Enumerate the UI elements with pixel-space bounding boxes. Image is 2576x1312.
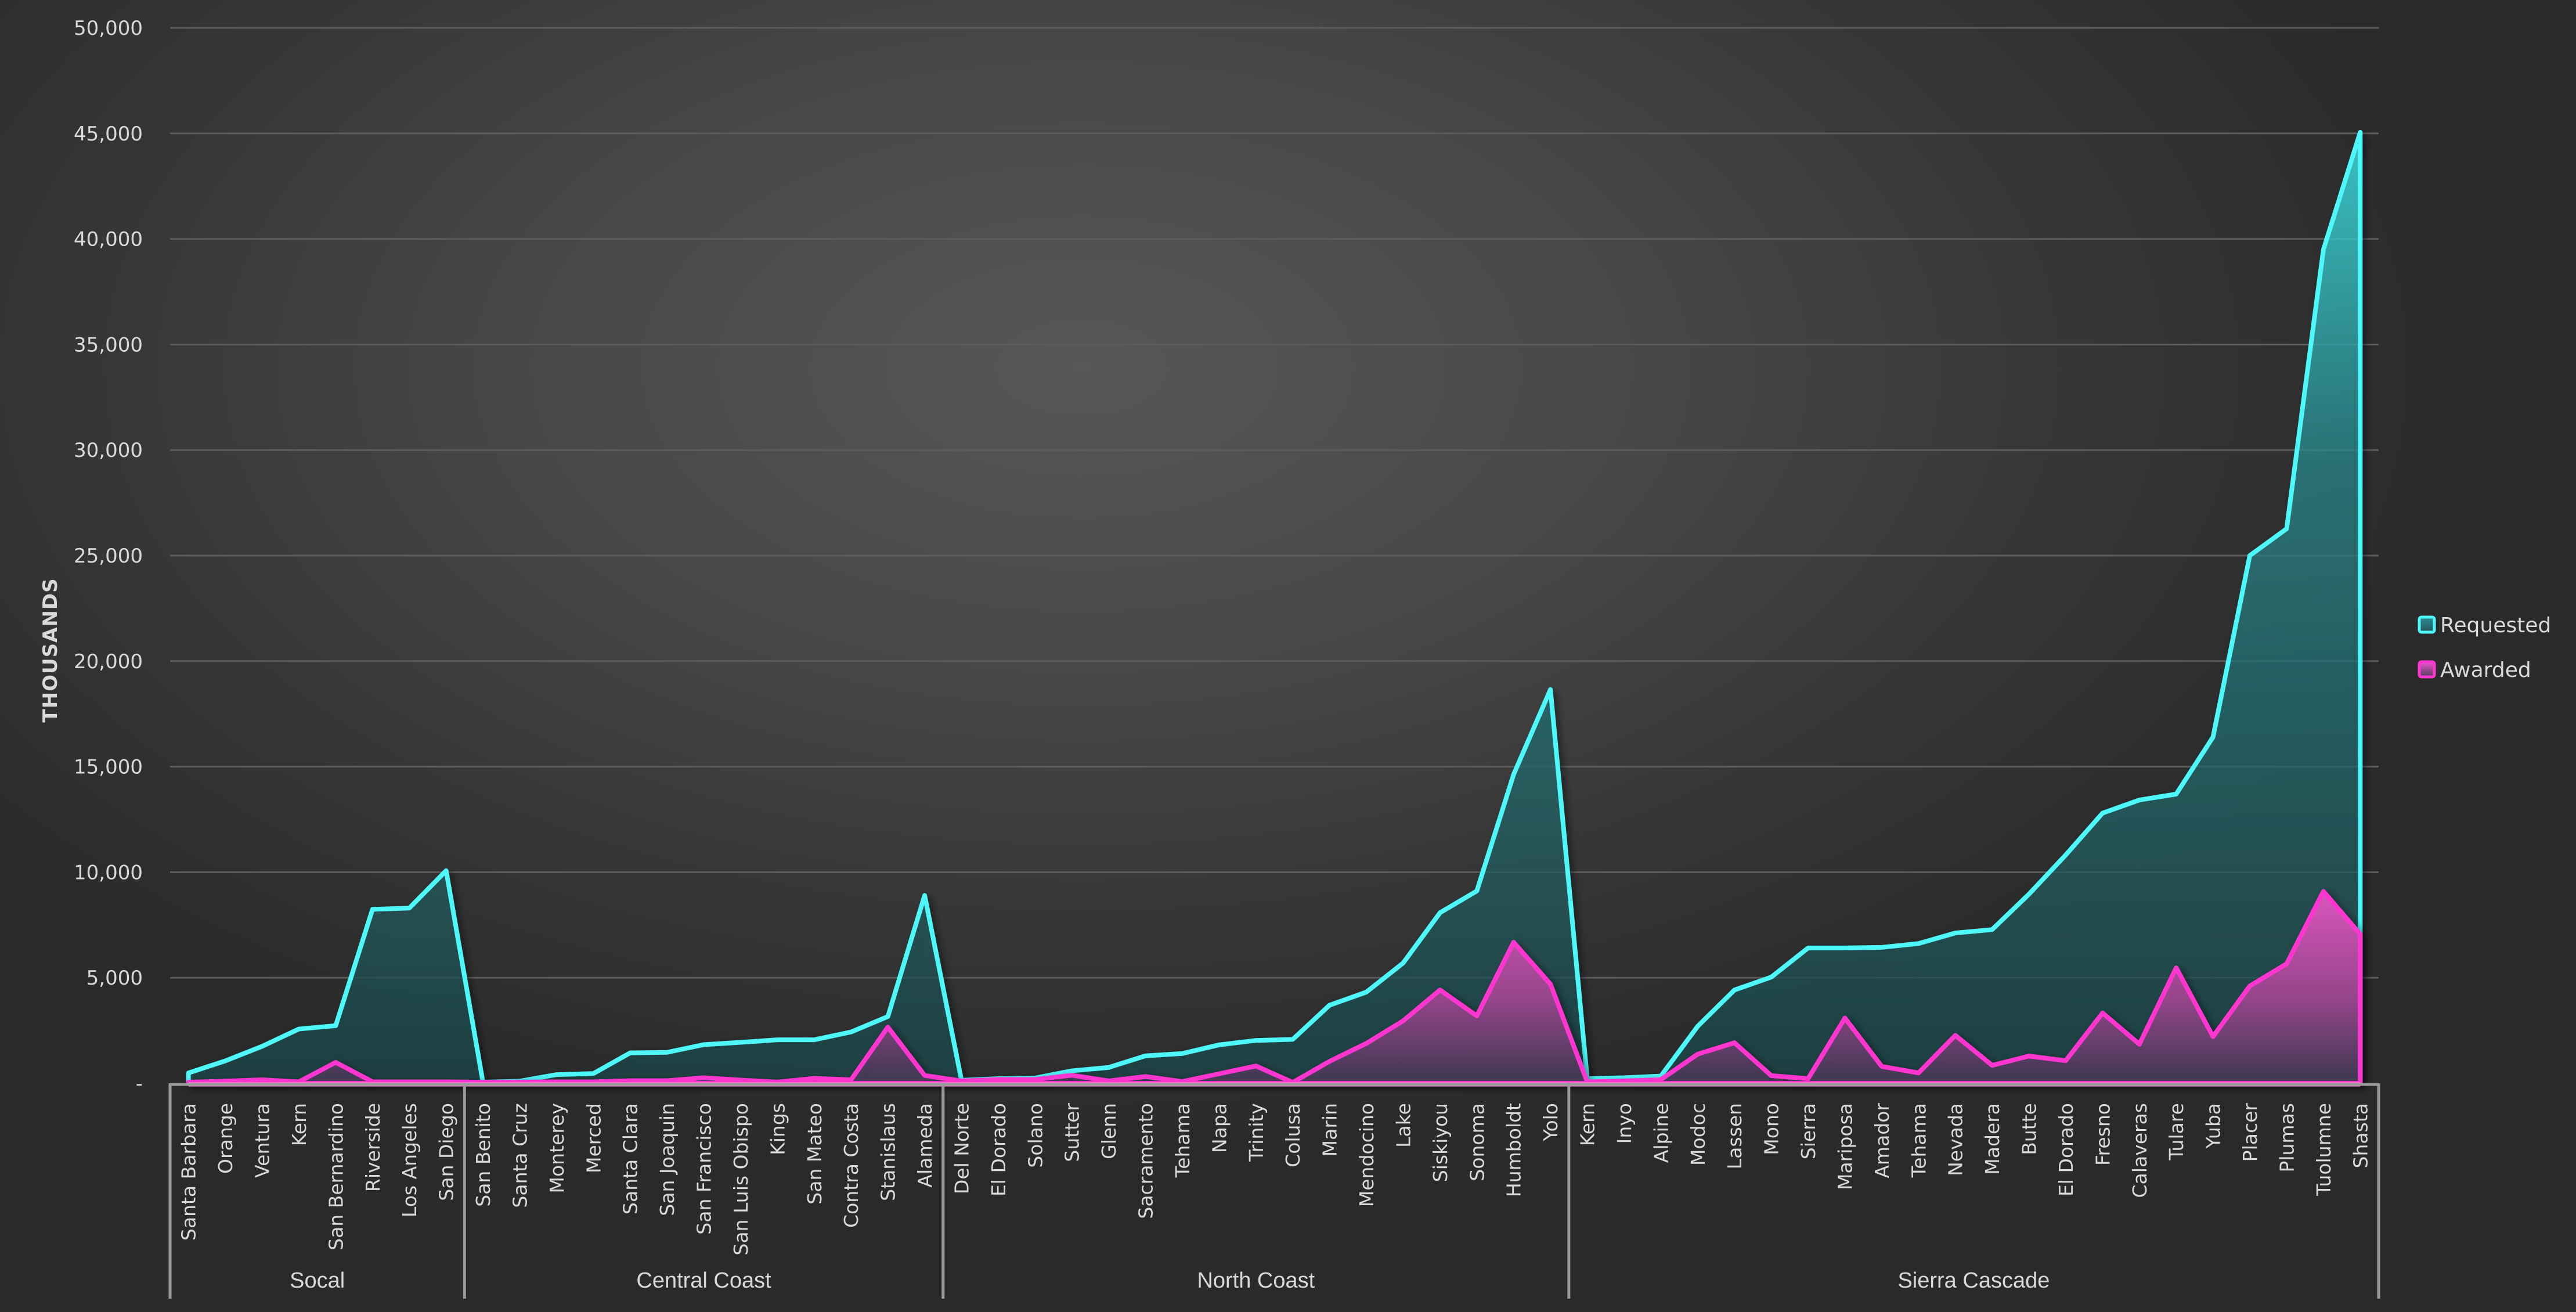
x-tick-label: Trinity xyxy=(1245,1103,1268,1162)
x-tick-label: Kings xyxy=(766,1103,789,1155)
x-tick-label: Humboldt xyxy=(1503,1103,1525,1197)
legend-swatch-icon xyxy=(2418,660,2436,679)
x-tick-label: Mono xyxy=(1760,1103,1783,1155)
x-tick-label: Plumas xyxy=(2275,1103,2298,1173)
y-tick-label: 5,000 xyxy=(86,967,143,990)
x-tick-label: El Dorado xyxy=(987,1103,1010,1196)
x-tick-label: Sonoma xyxy=(1466,1103,1488,1181)
x-tick-label: Butte xyxy=(2018,1103,2041,1155)
legend-item-awarded: Awarded xyxy=(2418,658,2531,682)
x-tick-label: Contra Costa xyxy=(840,1103,863,1228)
x-tick-label: Santa Clara xyxy=(619,1103,642,1214)
legend: Requested Awarded xyxy=(2418,614,2551,682)
x-tick-label: Alpine xyxy=(1650,1103,1672,1163)
y-tick-label: 45,000 xyxy=(74,122,143,146)
x-tick-label: Kern xyxy=(288,1103,311,1146)
gridlines xyxy=(170,27,2379,979)
x-tick-label: Modoc xyxy=(1687,1103,1709,1166)
x-tick-label: Yolo xyxy=(1539,1103,1562,1141)
x-tick-label: Madera xyxy=(1981,1103,2004,1175)
legend-label: Awarded xyxy=(2440,658,2531,682)
legend-swatch-icon xyxy=(2418,615,2436,634)
y-tick-label: 25,000 xyxy=(74,545,143,568)
x-tick-label: Lassen xyxy=(1723,1103,1746,1169)
x-tick-label: Alameda xyxy=(914,1103,936,1188)
x-tick-label: Glenn xyxy=(1098,1103,1120,1159)
x-tick-label: Amador xyxy=(1871,1103,1893,1178)
x-tick-label: Orange xyxy=(214,1103,237,1174)
x-tick-label: Stanislaus xyxy=(877,1103,900,1201)
x-tick-label: San Mateo xyxy=(803,1103,826,1205)
x-tick-label: Nevada xyxy=(1944,1103,1967,1176)
requested-area xyxy=(188,132,2361,1084)
x-tick-label: Tehama xyxy=(1171,1103,1194,1178)
x-tick-label: Placer xyxy=(2239,1103,2261,1162)
x-tick-label: Del Norte xyxy=(950,1103,973,1194)
x-tick-label: Tuolumne xyxy=(2312,1103,2335,1196)
y-tick-label: 40,000 xyxy=(74,228,143,251)
x-tick-label: San Benito xyxy=(472,1103,495,1207)
x-tick-label: Tehama xyxy=(1907,1103,1930,1178)
x-tick-label: Ventura xyxy=(251,1103,274,1178)
x-tick-label: Sutter xyxy=(1061,1103,1084,1162)
group-label: Sierra Cascade xyxy=(1897,1268,2050,1293)
legend-label: Requested xyxy=(2440,614,2551,637)
y-tick-label: 15,000 xyxy=(74,756,143,779)
series-requested xyxy=(186,129,2363,1086)
legend-item-requested: Requested xyxy=(2418,614,2551,637)
x-tick-label: San Luis Obispo xyxy=(730,1103,752,1256)
requested-line xyxy=(186,129,2363,1086)
awarded-area xyxy=(188,891,2361,1083)
x-tick-label: Siskiyou xyxy=(1429,1103,1452,1182)
x-tick-label: Sierra xyxy=(1797,1103,1820,1159)
x-tick-label: Kern xyxy=(1576,1103,1599,1146)
x-tick-label: San Bernardino xyxy=(324,1103,347,1250)
x-tick-label: Santa Cruz xyxy=(508,1103,531,1208)
y-tick-label: 30,000 xyxy=(74,439,143,462)
x-tick-label: Riverside xyxy=(362,1103,384,1192)
x-tick-label: San Francisco xyxy=(693,1103,716,1235)
x-tick-label: Mendocino xyxy=(1355,1103,1378,1207)
series-areas xyxy=(186,129,2363,1087)
group-label: North Coast xyxy=(1197,1268,1315,1293)
x-tick-label: Tulare xyxy=(2165,1103,2188,1161)
y-tick-label: 35,000 xyxy=(74,333,143,356)
x-tick-label: Santa Barbara xyxy=(178,1103,200,1241)
y-axis-title: THOUSANDS xyxy=(39,578,62,722)
x-tick-label: Lake xyxy=(1392,1103,1415,1148)
x-tick-label: San Joaquin xyxy=(656,1103,679,1216)
x-tick-label: Monterey xyxy=(546,1103,568,1194)
x-axis: Santa Barbara Orange Ventura Kern San Bernar… xyxy=(168,1083,2380,1299)
y-tick-label: 10,000 xyxy=(74,861,143,884)
group-label: Socal xyxy=(290,1268,345,1293)
group-label: Central Coast xyxy=(636,1268,771,1293)
x-tick-label: Yuba xyxy=(2202,1103,2225,1149)
y-axis-ticks: - 5,000 10,000 15,000 20,000 25,000 30,000 35,0… xyxy=(74,17,143,1095)
x-tick-label: Shasta xyxy=(2349,1103,2372,1168)
x-tick-label: Solano xyxy=(1024,1103,1047,1168)
x-tick-label: Inyo xyxy=(1613,1103,1636,1144)
x-tick-label: Marin xyxy=(1319,1103,1341,1156)
x-tick-label: San Diego xyxy=(435,1103,458,1201)
y-tick-label: - xyxy=(136,1072,143,1095)
x-tick-label: Colusa xyxy=(1282,1103,1304,1167)
x-tick-label: Calaveras xyxy=(2128,1103,2151,1198)
y-tick-label: 20,000 xyxy=(74,650,143,673)
x-tick-label: Napa xyxy=(1208,1103,1231,1153)
y-tick-label: 50,000 xyxy=(74,17,143,40)
x-tick-label: Los Angeles xyxy=(398,1103,421,1217)
x-tick-label: Fresno xyxy=(2091,1103,2114,1166)
x-tick-label: Merced xyxy=(582,1103,605,1173)
x-tick-label: El Dorado xyxy=(2055,1103,2077,1196)
x-tick-label: Sacramento xyxy=(1135,1103,1157,1219)
x-tick-label: Mariposa xyxy=(1834,1103,1856,1190)
